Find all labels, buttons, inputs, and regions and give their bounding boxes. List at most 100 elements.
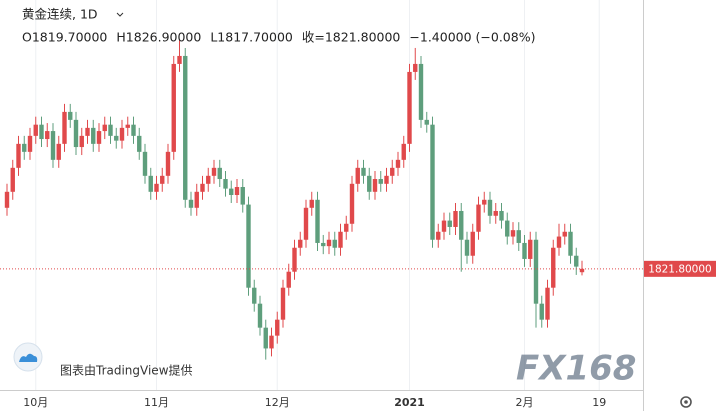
candle-body — [194, 191, 199, 208]
candle-body — [108, 124, 113, 136]
candle — [4, 183, 10, 216]
candle — [96, 123, 102, 152]
candle-body — [562, 231, 567, 237]
candle — [522, 234, 527, 267]
candle-body — [418, 63, 424, 120]
candle — [303, 199, 309, 248]
candle — [321, 234, 326, 255]
candle-body — [27, 135, 33, 152]
candle-body — [292, 247, 297, 272]
symbol-dropdown[interactable] — [116, 12, 124, 17]
logo-cloud — [19, 353, 38, 362]
candle — [45, 123, 50, 148]
candle-body — [286, 271, 291, 288]
candle-body — [177, 55, 182, 64]
candle — [298, 231, 303, 256]
candle-body — [50, 131, 56, 160]
candle-body — [355, 167, 360, 184]
candle-body — [568, 231, 573, 256]
candle — [562, 223, 567, 245]
candle-body — [482, 199, 487, 205]
candle-body — [217, 167, 222, 180]
candle-body — [528, 239, 533, 259]
candle-body — [280, 287, 286, 320]
candle — [125, 116, 130, 136]
candle-body — [539, 303, 544, 320]
watermark-group: FX168 — [516, 349, 636, 389]
candle — [539, 295, 544, 328]
candle-body — [384, 175, 389, 184]
candle — [257, 295, 263, 336]
candle — [85, 119, 90, 144]
candle-body — [229, 188, 234, 195]
candle-body — [470, 231, 475, 256]
candle — [160, 167, 165, 192]
candle — [62, 103, 67, 152]
candle-body — [453, 210, 458, 227]
settings-icon[interactable] — [680, 396, 692, 408]
candle — [487, 191, 493, 224]
candle-body — [401, 143, 406, 160]
x-tick-label: 10月 — [23, 396, 48, 409]
candle — [194, 183, 199, 216]
candle — [505, 212, 510, 245]
candle — [119, 119, 125, 149]
candle-body — [137, 135, 142, 152]
x-tick-label: 12月 — [265, 396, 290, 409]
candle-body — [73, 119, 79, 148]
candle — [79, 127, 84, 156]
gear — [680, 396, 692, 408]
candle-body — [367, 175, 372, 192]
candle — [372, 171, 378, 200]
candle-body — [441, 220, 447, 232]
x-tick-label: 11月 — [144, 396, 169, 409]
candle-body — [160, 175, 165, 184]
candle-body — [211, 167, 217, 176]
candle-body — [487, 199, 493, 216]
candle-body — [395, 159, 401, 168]
candle-body — [551, 247, 556, 288]
candle — [234, 179, 240, 203]
candle-body — [579, 268, 585, 273]
candle — [441, 212, 447, 240]
candle-body — [303, 207, 309, 240]
credit[interactable]: 图表由TradingView提供 — [60, 363, 193, 378]
candle — [579, 260, 585, 276]
candle-body — [148, 175, 153, 192]
candle-body — [45, 131, 50, 140]
candle — [229, 180, 234, 203]
candle — [280, 279, 286, 328]
candle — [493, 202, 498, 224]
candle — [407, 63, 412, 152]
candle — [292, 239, 297, 280]
candle-body — [33, 124, 38, 136]
candle-body — [91, 127, 96, 144]
candle-body — [39, 124, 44, 140]
candle-body — [510, 230, 516, 237]
candle-body — [326, 239, 332, 247]
candle — [430, 116, 435, 248]
candle-body — [407, 71, 412, 144]
candle — [361, 159, 366, 184]
candle — [326, 231, 332, 255]
candle-body — [436, 231, 441, 240]
candle-body — [16, 143, 21, 168]
ohlc-legend: O1819.70000 H1826.90000 L1817.70000 收=1821.… — [22, 30, 535, 45]
candle — [384, 167, 389, 192]
candle-body — [240, 187, 245, 205]
candle — [211, 159, 217, 184]
candle-body — [574, 255, 579, 267]
candle — [413, 47, 418, 80]
candle-body — [252, 287, 257, 304]
candle — [10, 159, 15, 200]
candle — [556, 223, 562, 256]
candle — [39, 116, 44, 148]
candle-body — [131, 124, 136, 136]
candle — [148, 167, 153, 200]
candle-body — [309, 199, 314, 208]
candle — [315, 191, 320, 251]
candle-body — [390, 167, 395, 176]
candle — [574, 247, 579, 275]
candle-body — [154, 183, 159, 192]
candle-body — [102, 124, 107, 132]
